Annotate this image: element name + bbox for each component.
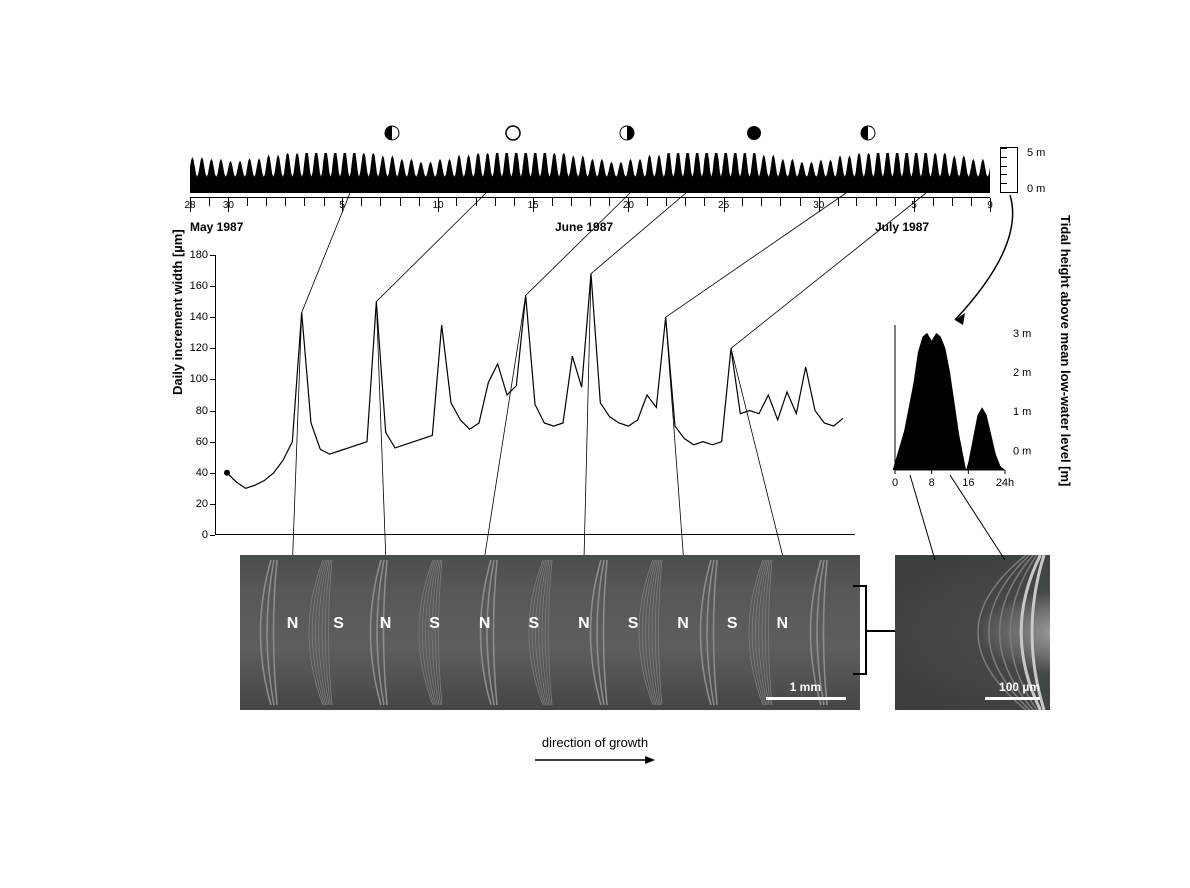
- tidal-strip-chart: [190, 153, 990, 193]
- month-label: May 1987: [190, 220, 243, 234]
- y-tick-label: 140: [180, 311, 208, 323]
- right-axis-label: Tidal height above mean low-water level …: [1058, 215, 1073, 486]
- svg-text:0 m: 0 m: [1013, 445, 1031, 457]
- daily-tide-svg: 0 8 16 24h 0 m 1 m 2 m 3 m: [875, 315, 1055, 495]
- date-tick-label: 28: [184, 200, 195, 211]
- ns-label: N: [479, 615, 491, 633]
- date-tick-label: 5: [911, 200, 917, 211]
- moon-phase-icon: [505, 125, 521, 141]
- y-tick-label: 120: [180, 342, 208, 354]
- date-tick-label: 20: [623, 200, 634, 211]
- tidal-strip-svg: [190, 153, 990, 193]
- month-label: July 1987: [875, 220, 929, 234]
- ns-label: N: [777, 615, 789, 633]
- shell-micrograph-detail: 100 µm: [895, 555, 1050, 710]
- scale-bar-label: 1 mm: [790, 680, 821, 694]
- growth-direction: direction of growth: [465, 735, 725, 769]
- date-tick-label: 10: [432, 200, 443, 211]
- chart-svg: [215, 255, 855, 535]
- tidal-scale-bottom: 0 m: [1027, 183, 1045, 195]
- scale-bar: [766, 697, 846, 700]
- y-tick-label: 180: [180, 249, 208, 261]
- svg-text:2 m: 2 m: [1013, 367, 1031, 379]
- ns-label: S: [333, 615, 344, 633]
- detail-bracket-line: [867, 630, 895, 632]
- scale-bar: [985, 697, 1040, 700]
- svg-text:1 m: 1 m: [1013, 406, 1031, 418]
- date-tick-label: 9: [987, 200, 993, 211]
- svg-text:8: 8: [929, 477, 935, 489]
- moon-phase-icon: [384, 125, 400, 141]
- date-tick-label: 30: [813, 200, 824, 211]
- detail-bracket: [853, 585, 867, 675]
- y-tick-label: 160: [180, 280, 208, 292]
- y-tick-label: 100: [180, 373, 208, 385]
- figure-root: 5 m 0 m 28 30 5 10 15 20 25 30 5 9 Tidal height a…: [155, 125, 1100, 785]
- y-tick-label: 20: [180, 498, 208, 510]
- ns-label: N: [287, 615, 299, 633]
- arrow-icon: [465, 754, 725, 769]
- svg-text:3 m: 3 m: [1013, 328, 1031, 340]
- y-tick-label: 40: [180, 467, 208, 479]
- date-tick-label: 30: [223, 200, 234, 211]
- svg-text:0: 0: [892, 477, 898, 489]
- ns-label: S: [628, 615, 639, 633]
- ns-label: S: [727, 615, 738, 633]
- ns-label: N: [677, 615, 689, 633]
- date-tick-label: 25: [718, 200, 729, 211]
- ns-label: N: [380, 615, 392, 633]
- scale-bar-label: 100 µm: [999, 680, 1040, 694]
- moon-phase-icon: [619, 125, 635, 141]
- date-tick-label: 15: [528, 200, 539, 211]
- tidal-scale-box: [1000, 147, 1018, 193]
- y-tick-label: 60: [180, 436, 208, 448]
- tidal-scale-top: 5 m: [1027, 147, 1045, 159]
- daily-tide-chart: 0 8 16 24h 0 m 1 m 2 m 3 m: [875, 315, 1055, 495]
- y-tick-label: 80: [180, 405, 208, 417]
- ns-label: S: [529, 615, 540, 633]
- shell-micrograph-main: N S N S N S N S N S N 1 mm: [240, 555, 860, 710]
- month-label: June 1987: [555, 220, 613, 234]
- y-tick-label: 0: [180, 529, 208, 541]
- moon-phase-row: [305, 125, 975, 145]
- ns-label: N: [578, 615, 590, 633]
- ns-label: S: [429, 615, 440, 633]
- moon-phase-icon: [860, 125, 876, 141]
- date-tick-label: 5: [339, 200, 345, 211]
- growth-direction-label: direction of growth: [542, 735, 648, 750]
- moon-phase-icon: [746, 125, 762, 141]
- svg-text:16: 16: [962, 477, 974, 489]
- increment-chart: 020406080100120140160180: [215, 255, 855, 535]
- svg-text:24h: 24h: [996, 477, 1014, 489]
